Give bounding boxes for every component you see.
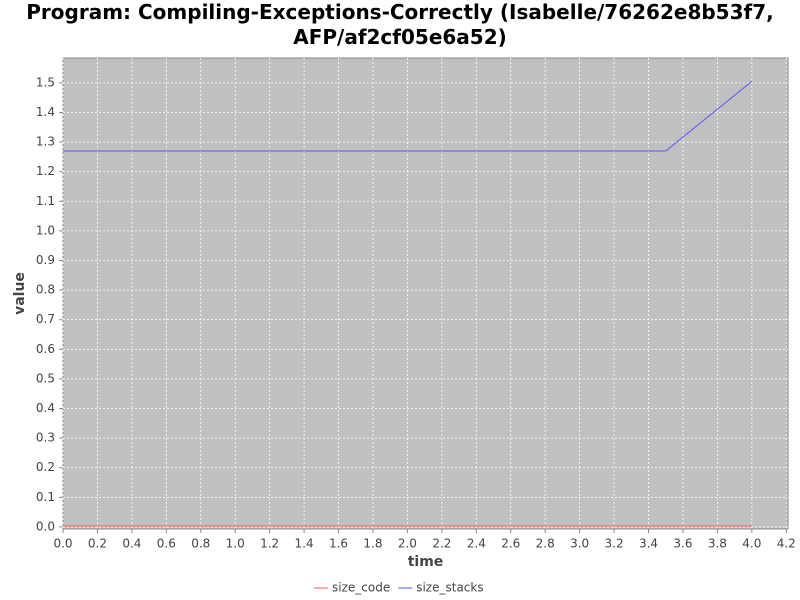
legend-label: size_code	[332, 581, 390, 595]
y-tick-label: 1.2	[36, 164, 55, 178]
x-tick-label: 3.6	[673, 537, 692, 551]
y-tick-label: 1.1	[36, 194, 55, 208]
chart-title: Program: Compiling-Exceptions-Correctly …	[26, 0, 774, 49]
x-tick-label: 0.6	[157, 537, 176, 551]
x-tick-label: 3.0	[570, 537, 589, 551]
x-tick-label: 4.0	[742, 537, 761, 551]
y-tick-label: 0.0	[36, 519, 55, 533]
x-tick-label: 2.8	[536, 537, 555, 551]
x-tick-label: 0.4	[122, 537, 141, 551]
x-tick-label: 0.0	[53, 537, 72, 551]
y-tick-label: 0.4	[36, 401, 55, 415]
x-tick-label: 4.2	[777, 537, 796, 551]
y-tick-label: 0.3	[36, 431, 55, 445]
y-tick-label: 0.6	[36, 342, 55, 356]
x-tick-label: 1.8	[363, 537, 382, 551]
x-tick-label: 3.8	[708, 537, 727, 551]
x-tick-label: 2.4	[467, 537, 486, 551]
y-tick-label: 0.2	[36, 460, 55, 474]
x-tick-label: 1.6	[329, 537, 348, 551]
y-tick-label: 0.7	[36, 312, 55, 326]
x-tick-label: 2.6	[501, 537, 520, 551]
y-tick-label: 0.9	[36, 253, 55, 267]
y-tick-label: 1.0	[36, 223, 55, 237]
x-tick-label: 3.4	[639, 537, 658, 551]
x-tick-label: 2.0	[398, 537, 417, 551]
x-tick-label: 0.8	[191, 537, 210, 551]
y-tick-label: 1.4	[36, 105, 55, 119]
y-tick-label: 0.1	[36, 490, 55, 504]
x-tick-label: 1.0	[226, 537, 245, 551]
y-axis-label: value	[12, 272, 28, 315]
y-tick-label: 1.3	[36, 135, 55, 149]
x-axis-label: time	[408, 554, 444, 570]
y-tick-label: 0.5	[36, 371, 55, 385]
plot-area	[62, 57, 789, 530]
legend-label: size_stacks	[416, 581, 483, 595]
x-tick-label: 0.2	[88, 537, 107, 551]
x-tick-label: 3.2	[605, 537, 624, 551]
x-tick-label: 1.4	[295, 537, 314, 551]
y-tick-label: 1.5	[36, 75, 55, 89]
y-tick-label: 0.8	[36, 283, 55, 297]
series-line	[63, 80, 753, 152]
x-tick-label: 2.2	[432, 537, 451, 551]
x-tick-label: 1.2	[260, 537, 279, 551]
